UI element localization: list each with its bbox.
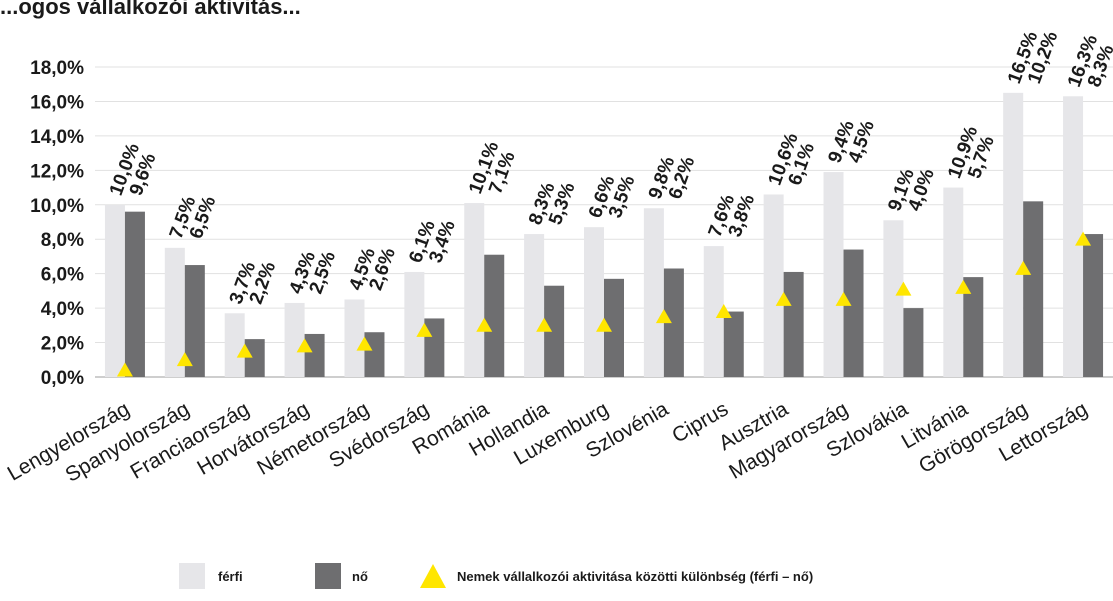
bar-no: [963, 277, 984, 377]
difference-markers: [116, 231, 1092, 377]
bar-ferfi: [763, 194, 784, 377]
bar-no: [663, 268, 684, 377]
bar-ferfi: [164, 247, 185, 377]
bar-no: [783, 271, 804, 377]
bar-ferfi: [224, 313, 245, 377]
bar-no: [364, 332, 385, 377]
bar-no: [244, 339, 265, 377]
bar-ferfi: [344, 299, 365, 377]
y-tick-label: 14,0%: [30, 127, 84, 148]
legend-label-ferfi: férfi: [218, 569, 243, 584]
difference-marker: [416, 322, 433, 337]
difference-marker: [655, 309, 672, 324]
difference-marker: [596, 317, 612, 332]
bar-ferfi: [1003, 92, 1024, 377]
bar-ferfi: [1063, 96, 1084, 378]
difference-marker: [835, 291, 852, 306]
bar-no: [723, 311, 744, 377]
legend-swatch-difference: [420, 564, 446, 588]
y-tick-label: 6,0%: [41, 265, 84, 286]
difference-marker: [236, 343, 253, 358]
difference-marker: [715, 303, 732, 318]
bar-ferfi: [104, 204, 125, 377]
difference-marker: [296, 338, 313, 353]
bar-ferfi: [823, 172, 844, 377]
bar-ferfi: [643, 208, 664, 377]
difference-marker: [536, 317, 553, 332]
y-axis-ticks: 0,0% 2,0% 4,0% 6,0% 8,0% 10,0% 12,0% 14,0% 16,0%…: [30, 58, 84, 389]
bar-no: [544, 285, 565, 377]
legend-label-no: nő: [352, 569, 368, 584]
y-tick-label: 16,0%: [30, 92, 84, 113]
bar-no: [304, 333, 325, 377]
bar-ferfi: [943, 187, 964, 377]
legend-label-difference: Nemek vállalkozói aktivitása közötti kül…: [457, 569, 813, 584]
y-tick-label: 12,0%: [30, 161, 84, 182]
bars: [104, 92, 1104, 378]
bar-no: [1023, 201, 1044, 377]
legend: férfi nő Nemek vállalkozói aktivitása közö…: [179, 563, 813, 589]
bar-ferfi: [883, 220, 904, 377]
bar-ferfi: [404, 271, 425, 377]
difference-marker: [176, 352, 193, 367]
y-tick-label: 10,0%: [30, 196, 84, 217]
y-tick-label: 0,0%: [41, 368, 84, 389]
difference-marker: [955, 279, 972, 294]
y-tick-label: 4,0%: [41, 299, 84, 320]
bar-no: [1083, 234, 1104, 377]
bar-no: [184, 265, 205, 377]
y-tick-label: 2,0%: [41, 334, 84, 355]
y-tick-label: 18,0%: [30, 58, 84, 79]
difference-marker: [775, 291, 792, 306]
bar-ferfi: [584, 227, 604, 377]
y-tick-label: 8,0%: [41, 230, 84, 251]
difference-marker: [895, 281, 912, 296]
bar-no: [424, 318, 445, 377]
bar-no: [484, 254, 505, 377]
bar-no: [124, 211, 145, 377]
bar-ferfi: [284, 302, 305, 377]
difference-marker: [356, 336, 373, 351]
bar-ferfi: [524, 234, 545, 377]
difference-marker: [476, 317, 493, 332]
bar-no: [843, 249, 864, 377]
x-axis-ticks: LengyelországSpanyolországFranciaországH…: [4, 397, 1092, 487]
legend-swatch-no: [315, 563, 341, 589]
bar-ferfi: [464, 203, 485, 377]
legend-swatch-ferfi: [179, 563, 205, 589]
difference-marker: [116, 362, 133, 377]
difference-marker: [1015, 260, 1032, 275]
bar-no: [903, 308, 924, 377]
bar-ferfi: [703, 246, 724, 377]
chart-title: ...ogos vállalkozói aktivitás...: [0, 0, 301, 19]
bar-no: [604, 278, 624, 377]
difference-marker: [1075, 231, 1092, 246]
